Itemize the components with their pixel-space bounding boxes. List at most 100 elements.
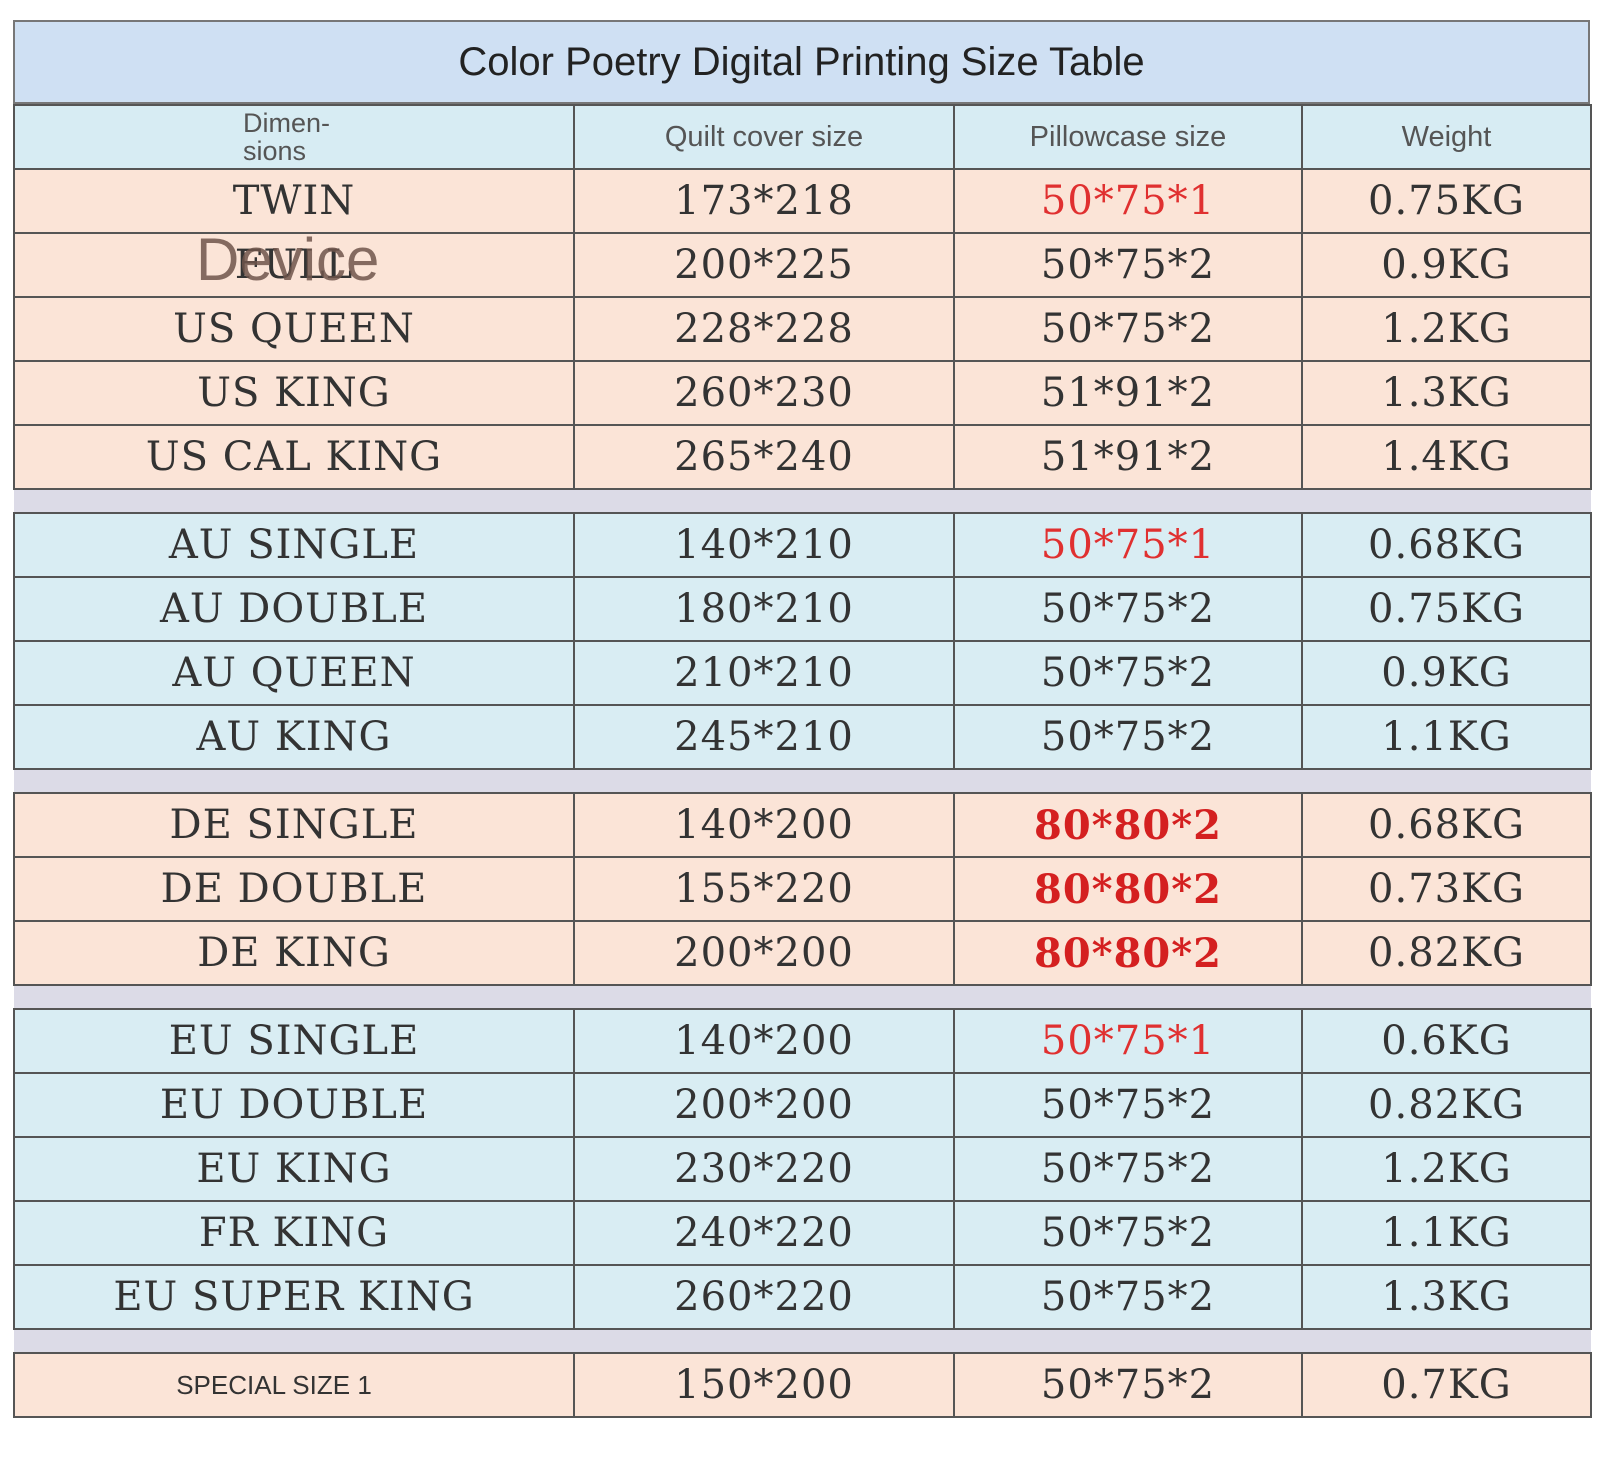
dimension-cell: SPECIAL SIZE 1 — [13, 1352, 575, 1418]
dimension-cell: EU KING — [13, 1136, 575, 1202]
separator-cell — [14, 488, 1591, 514]
dimension-cell: TWIN — [13, 168, 575, 234]
dimension-cell: AU DOUBLE — [13, 576, 575, 642]
weight-cell: 0.82KG — [1301, 920, 1592, 986]
weight-cell: 1.3KG — [1301, 1264, 1592, 1330]
pillowcase-size-cell: 50*75*2 — [953, 1136, 1303, 1202]
dimension-cell: AU KING — [13, 704, 575, 770]
pillowcase-size-cell: 50*75*2 — [953, 640, 1303, 706]
pillowcase-size-cell: 80*80*2 — [953, 920, 1303, 986]
pillowcase-size-cell: 51*91*2 — [953, 360, 1303, 426]
dimension-cell: US KING — [13, 360, 575, 426]
header-weight: Weight — [1301, 104, 1592, 170]
header-row: Dimen- sions Quilt cover size Pillowcase… — [13, 104, 1592, 170]
dimension-cell: AU SINGLE — [13, 512, 575, 578]
quilt-cover-size-cell: 228*228 — [573, 296, 955, 362]
pillowcase-size-cell: 51*91*2 — [953, 424, 1303, 490]
table-row: US CAL KING 265*240 51*91*2 1.4KG — [13, 424, 1592, 490]
pillowcase-size-cell: 50*75*2 — [953, 576, 1303, 642]
pillowcase-size-cell: 50*75*2 — [953, 1264, 1303, 1330]
table-row: AU QUEEN 210*210 50*75*2 0.9KG — [13, 640, 1592, 706]
quilt-cover-size-cell: 200*200 — [573, 1072, 955, 1138]
table-row: AU KING 245*210 50*75*2 1.1KG — [13, 704, 1592, 770]
table-row: AU SINGLE 140*210 50*75*1 0.68KG — [13, 512, 1592, 578]
weight-cell: 1.1KG — [1301, 1200, 1592, 1266]
dimension-cell: EU SINGLE — [13, 1008, 575, 1074]
dimension-cell: FULL — [13, 232, 575, 298]
table-row: EU SINGLE 140*200 50*75*1 0.6KG — [13, 1008, 1592, 1074]
separator-cell — [14, 1328, 1591, 1354]
dimension-cell: DE KING — [13, 920, 575, 986]
weight-cell: 0.75KG — [1301, 576, 1592, 642]
header-pillowcase-size: Pillowcase size — [953, 104, 1303, 170]
quilt-cover-size-cell: 200*200 — [573, 920, 955, 986]
table-row: AU DOUBLE 180*210 50*75*2 0.75KG — [13, 576, 1592, 642]
separator-cell — [14, 984, 1591, 1010]
weight-cell: 0.82KG — [1301, 1072, 1592, 1138]
quilt-cover-size-cell: 240*220 — [573, 1200, 955, 1266]
quilt-cover-size-cell: 210*210 — [573, 640, 955, 706]
size-table-container: Color Poetry Digital Printing Size Table… — [13, 20, 1592, 1418]
quilt-cover-size-cell: 155*220 — [573, 856, 955, 922]
dimension-cell: EU SUPER KING — [13, 1264, 575, 1330]
weight-cell: 1.2KG — [1301, 1136, 1592, 1202]
dimension-cell: US CAL KING — [13, 424, 575, 490]
pillowcase-size-cell: 50*75*2 — [953, 1352, 1303, 1418]
pillowcase-size-cell: 50*75*1 — [953, 1008, 1303, 1074]
weight-cell: 0.9KG — [1301, 640, 1592, 706]
table-row: TWIN 173*218 50*75*1 0.75KG — [13, 168, 1592, 234]
weight-cell: 1.2KG — [1301, 296, 1592, 362]
table-row: EU DOUBLE 200*200 50*75*2 0.82KG — [13, 1072, 1592, 1138]
pillowcase-size-cell: 50*75*1 — [953, 168, 1303, 234]
quilt-cover-size-cell: 200*225 — [573, 232, 955, 298]
dimension-cell: AU QUEEN — [13, 640, 575, 706]
pillowcase-size-cell: 50*75*1 — [953, 512, 1303, 578]
table-row: FULL 200*225 50*75*2 0.9KG — [13, 232, 1592, 298]
weight-cell: 0.68KG — [1301, 512, 1592, 578]
dimension-cell: DE DOUBLE — [13, 856, 575, 922]
table-row: US KING 260*230 51*91*2 1.3KG — [13, 360, 1592, 426]
dimension-cell: DE SINGLE — [13, 792, 575, 858]
pillowcase-size-cell: 50*75*2 — [953, 296, 1303, 362]
table-row: DE KING 200*200 80*80*2 0.82KG — [13, 920, 1592, 986]
weight-cell: 1.4KG — [1301, 424, 1592, 490]
weight-cell: 1.1KG — [1301, 704, 1592, 770]
quilt-cover-size-cell: 265*240 — [573, 424, 955, 490]
weight-cell: 0.75KG — [1301, 168, 1592, 234]
group-separator — [14, 984, 1591, 1010]
weight-cell: 0.73KG — [1301, 856, 1592, 922]
quilt-cover-size-cell: 140*200 — [573, 1008, 955, 1074]
pillowcase-size-cell: 80*80*2 — [953, 856, 1303, 922]
dimension-cell: US QUEEN — [13, 296, 575, 362]
table-row: EU SUPER KING 260*220 50*75*2 1.3KG — [13, 1264, 1592, 1330]
table-row: DE SINGLE 140*200 80*80*2 0.68KG — [13, 792, 1592, 858]
quilt-cover-size-cell: 180*210 — [573, 576, 955, 642]
weight-cell: 0.7KG — [1301, 1352, 1592, 1418]
table-row: DE DOUBLE 155*220 80*80*2 0.73KG — [13, 856, 1592, 922]
pillowcase-size-cell: 50*75*2 — [953, 704, 1303, 770]
dimension-cell: FR KING — [13, 1200, 575, 1266]
quilt-cover-size-cell: 140*200 — [573, 792, 955, 858]
dimension-cell: EU DOUBLE — [13, 1072, 575, 1138]
weight-cell: 1.3KG — [1301, 360, 1592, 426]
weight-cell: 0.6KG — [1301, 1008, 1592, 1074]
header-quilt-cover-size: Quilt cover size — [573, 104, 955, 170]
pillowcase-size-cell: 50*75*2 — [953, 1072, 1303, 1138]
pillowcase-size-cell: 80*80*2 — [953, 792, 1303, 858]
quilt-cover-size-cell: 260*220 — [573, 1264, 955, 1330]
group-separator — [14, 488, 1591, 514]
weight-cell: 0.68KG — [1301, 792, 1592, 858]
separator-cell — [14, 768, 1591, 794]
quilt-cover-size-cell: 245*210 — [573, 704, 955, 770]
pillowcase-size-cell: 50*75*2 — [953, 1200, 1303, 1266]
quilt-cover-size-cell: 173*218 — [573, 168, 955, 234]
group-separator — [14, 768, 1591, 794]
table-row: FR KING 240*220 50*75*2 1.1KG — [13, 1200, 1592, 1266]
header-dimensions: Dimen- sions — [13, 104, 575, 170]
quilt-cover-size-cell: 230*220 — [573, 1136, 955, 1202]
size-table: Dimen- sions Quilt cover size Pillowcase… — [13, 104, 1592, 1418]
group-separator — [14, 1328, 1591, 1354]
table-row: SPECIAL SIZE 1 150*200 50*75*2 0.7KG — [13, 1352, 1592, 1418]
table-row: US QUEEN 228*228 50*75*2 1.2KG — [13, 296, 1592, 362]
quilt-cover-size-cell: 150*200 — [573, 1352, 955, 1418]
